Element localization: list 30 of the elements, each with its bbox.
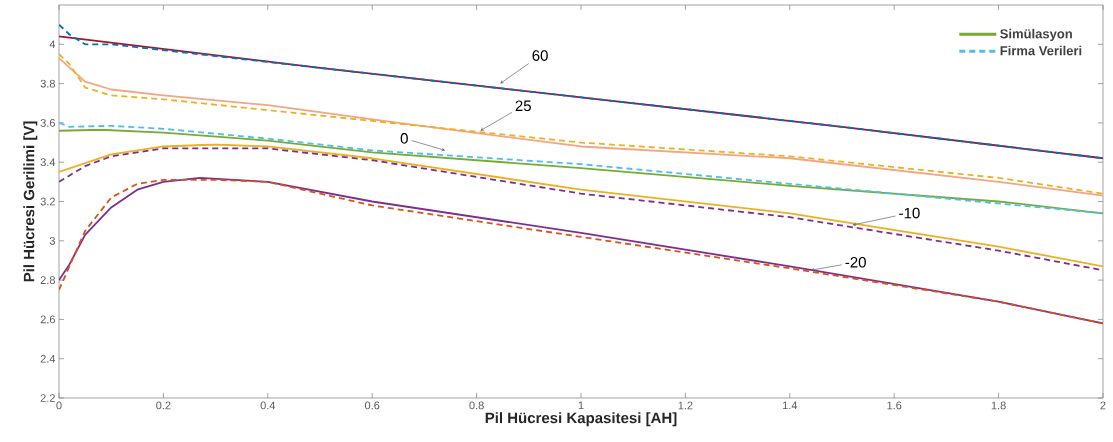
x-tick-label: 2: [1100, 401, 1106, 410]
y-tick-label: 2.8: [40, 276, 55, 284]
annotation: 25: [515, 100, 531, 112]
x-tick-label: 0: [56, 401, 62, 410]
legend-label: Simülasyon: [1000, 28, 1072, 41]
x-tick-label: 1.4: [782, 401, 798, 410]
y-tick-label: 3: [49, 236, 55, 245]
y-axis-title: Pil Hücresi Gerilimi [V]: [23, 121, 38, 282]
x-axis-title: Pil Hücresi Kapasitesi [AH]: [485, 412, 677, 427]
y-tick-label: 3.4: [40, 158, 56, 167]
y-tick-label: 3.6: [40, 119, 55, 127]
annotation: 0: [400, 133, 408, 144]
x-tick-label: 1.6: [887, 401, 902, 410]
x-tick-label: 1.2: [678, 401, 693, 410]
legend-label: Firma Verileri: [1000, 45, 1082, 56]
y-tick-label: 2.2: [40, 394, 55, 402]
x-tick-label: 1: [578, 401, 584, 410]
x-tick-label: 0.8: [469, 401, 484, 410]
y-tick-label: 2.6: [40, 315, 55, 324]
x-tick-label: 0.2: [156, 401, 171, 410]
y-tick-label: 4: [49, 40, 56, 49]
x-tick-label: 1.8: [991, 401, 1006, 410]
y-tick-label: 2.4: [40, 354, 56, 363]
x-tick-label: 0.6: [364, 401, 380, 410]
annotation: -10: [899, 207, 920, 219]
y-tick-label: 3.8: [40, 79, 55, 88]
x-tick-label: 0.4: [260, 401, 276, 410]
y-tick-label: 3.2: [40, 197, 55, 206]
annotation: -20: [845, 256, 866, 268]
annotation: 60: [532, 50, 548, 61]
